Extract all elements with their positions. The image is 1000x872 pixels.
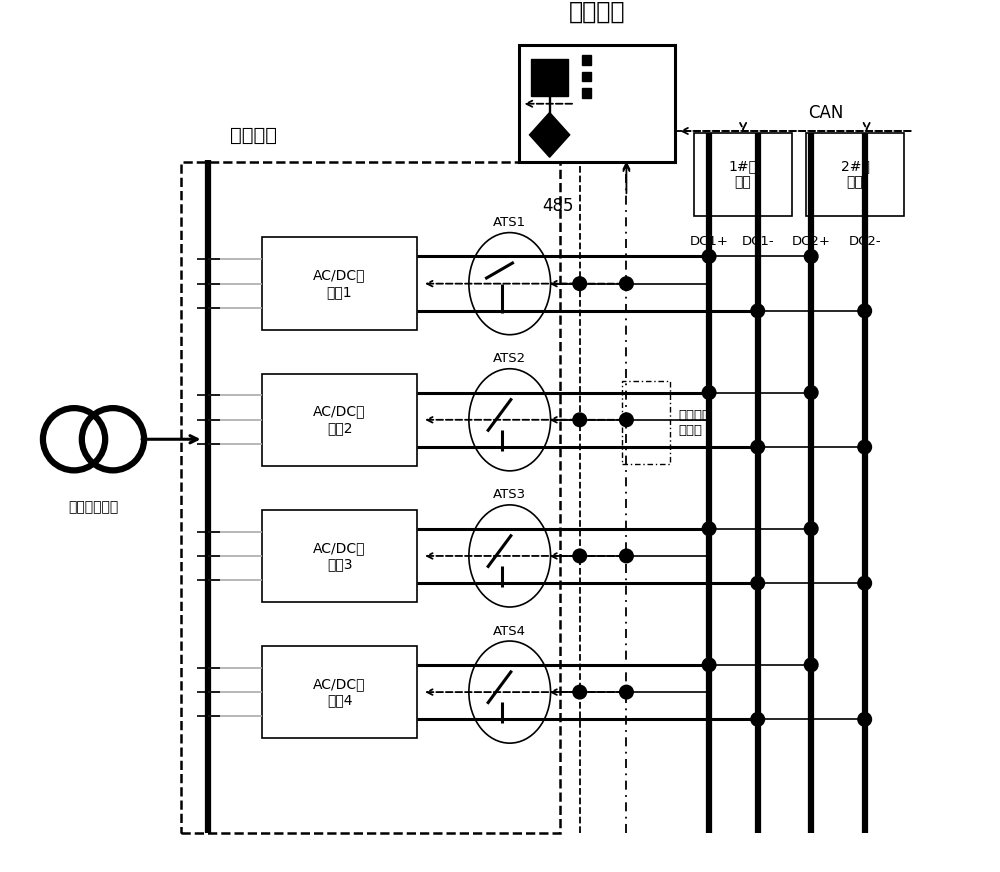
Circle shape <box>804 522 818 535</box>
Text: ATS3: ATS3 <box>493 488 526 501</box>
Bar <box>582 72 591 81</box>
Circle shape <box>858 304 871 317</box>
Circle shape <box>573 276 587 290</box>
Circle shape <box>858 576 871 590</box>
Bar <box>531 59 568 96</box>
Text: 485: 485 <box>543 197 574 215</box>
Bar <box>181 162 560 833</box>
Bar <box>519 45 675 162</box>
Text: ATS1: ATS1 <box>493 216 526 229</box>
Circle shape <box>702 522 716 535</box>
Circle shape <box>702 249 716 263</box>
Text: DC2+: DC2+ <box>792 235 831 248</box>
Circle shape <box>573 685 587 698</box>
Text: DC1-: DC1- <box>741 235 774 248</box>
Bar <box>806 133 904 215</box>
Circle shape <box>751 440 765 453</box>
Text: 三相交流进线: 三相交流进线 <box>68 501 119 514</box>
Circle shape <box>620 413 633 426</box>
Circle shape <box>620 685 633 698</box>
Bar <box>262 237 417 330</box>
Circle shape <box>858 712 871 726</box>
Bar <box>262 373 417 466</box>
Bar <box>694 133 792 215</box>
Bar <box>262 510 417 603</box>
Bar <box>582 88 591 98</box>
Text: AC/DC变
换器1: AC/DC变 换器1 <box>313 269 366 299</box>
Text: DC2-: DC2- <box>848 235 881 248</box>
Text: 2#充
电桩: 2#充 电桩 <box>841 160 869 189</box>
Text: ATS2: ATS2 <box>493 352 526 365</box>
Polygon shape <box>529 112 570 157</box>
Bar <box>622 381 670 464</box>
Circle shape <box>620 549 633 562</box>
Circle shape <box>804 658 818 671</box>
Text: 1#充
电桩: 1#充 电桩 <box>729 160 758 189</box>
Circle shape <box>858 440 871 453</box>
Circle shape <box>573 549 587 562</box>
Text: 状态控制
及回采: 状态控制 及回采 <box>678 409 710 437</box>
Circle shape <box>702 658 716 671</box>
Circle shape <box>702 385 716 399</box>
Text: CAN: CAN <box>808 105 843 122</box>
Circle shape <box>751 576 765 590</box>
Circle shape <box>573 413 587 426</box>
Bar <box>262 646 417 739</box>
Text: AC/DC变
换器2: AC/DC变 换器2 <box>313 405 366 435</box>
Circle shape <box>620 276 633 290</box>
Circle shape <box>751 712 765 726</box>
Circle shape <box>804 385 818 399</box>
Text: AC/DC变
换器4: AC/DC变 换器4 <box>313 677 366 707</box>
Circle shape <box>751 304 765 317</box>
Text: 监控单元: 监控单元 <box>569 0 625 24</box>
Text: DC1+: DC1+ <box>690 235 729 248</box>
Text: ATS4: ATS4 <box>493 624 526 637</box>
Bar <box>582 55 591 65</box>
Text: AC/DC变
换器3: AC/DC变 换器3 <box>313 541 366 571</box>
Text: 供电单元: 供电单元 <box>230 126 277 145</box>
Circle shape <box>804 249 818 263</box>
